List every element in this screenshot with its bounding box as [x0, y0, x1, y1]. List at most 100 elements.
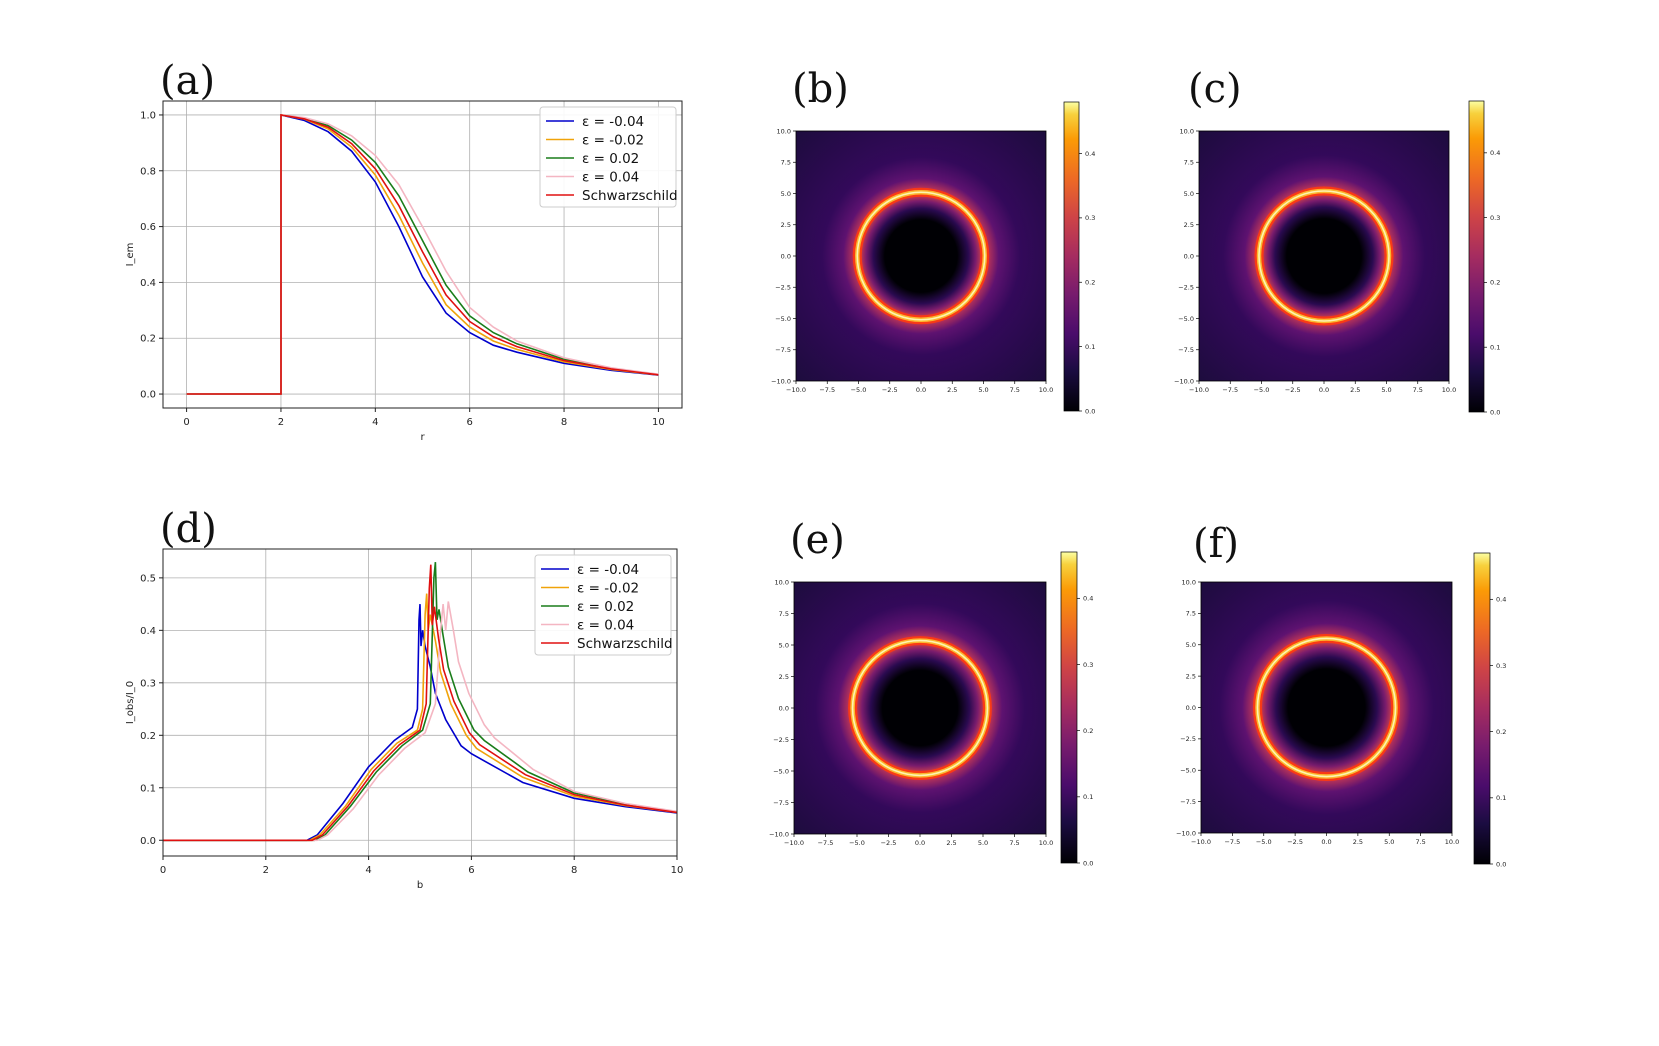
map-x-tick-label-1: −7.5 — [819, 386, 835, 394]
map-y-tick-label-5: −2.5 — [1178, 284, 1194, 292]
x-tick-label-3: 6 — [468, 865, 474, 876]
legend-label-1: ε = -0.02 — [577, 581, 639, 597]
map-x-tick-label-2: −5.0 — [849, 839, 865, 847]
x-tick-label-3: 6 — [466, 417, 472, 428]
map-x-tick-label-8: 10.0 — [1442, 386, 1456, 394]
map-y-tick-label-5: −2.5 — [775, 284, 791, 292]
map-x-tick-label-2: −5.0 — [851, 386, 867, 394]
y-tick-label-1: 0.1 — [140, 783, 156, 794]
heatmap-background — [796, 131, 1046, 381]
map-x-tick-label-8: 10.0 — [1039, 386, 1053, 394]
map-y-tick-label-6: −5.0 — [773, 767, 789, 775]
map-y-tick-label-1: 7.5 — [1186, 610, 1196, 618]
y-axis-label: I_em — [125, 243, 136, 267]
map-x-tick-label-3: −2.5 — [1285, 386, 1301, 394]
colorbar-tick-label-4: 0.0 — [1496, 860, 1506, 868]
series-line-2 — [163, 562, 678, 842]
map-y-tick-label-0: 10.0 — [1182, 578, 1196, 586]
colorbar: 0.4 0.3 0.2 0.1 0.0 — [1063, 101, 1095, 415]
map-x-tick-label-1: −7.5 — [818, 839, 834, 847]
series-line-4 — [163, 564, 678, 842]
legend-label-4: Schwarzschild — [577, 636, 673, 652]
map-y-tick-label-7: −7.5 — [1180, 798, 1196, 806]
map-x-tick-label-4: 0.0 — [1321, 838, 1331, 846]
legend-label-0: ε = -0.04 — [577, 562, 639, 578]
map-x-tick-label-0: −10.0 — [784, 839, 804, 847]
map-x-tick-label-7: 7.5 — [1413, 386, 1423, 394]
colorbar: 0.4 0.3 0.2 0.1 0.0 — [1468, 100, 1500, 416]
map-x-tick-label-7: 7.5 — [1415, 838, 1425, 846]
map-y-tick-label-8: −10.0 — [1174, 377, 1194, 385]
y-tick-label-4: 0.4 — [140, 626, 156, 637]
plot-d: 0 2 4 6 8 10 0.0 0.1 0.2 0.3 0.4 0.5 b I_obs/I_0 ε = -… — [125, 548, 683, 891]
panel-f: (f) −10.0 −7.5 −5.0 −2.5 0.0 2.5 5.0 7.5 10.0 10.… — [1176, 521, 1506, 868]
legend-label-0: ε = -0.04 — [582, 114, 644, 130]
map-y-tick-label-8: −10.0 — [771, 377, 791, 385]
heatmap-background — [1199, 131, 1449, 381]
map-x-tick-label-2: −5.0 — [1256, 838, 1272, 846]
map-x-tick-label-3: −2.5 — [881, 839, 897, 847]
x-tick-label-1: 2 — [263, 865, 269, 876]
map-x-tick-label-0: −10.0 — [1189, 386, 1209, 394]
legend-box — [539, 106, 677, 208]
panel-label-d: (d) — [160, 506, 217, 552]
map-x-tick-label-3: −2.5 — [882, 386, 898, 394]
colorbar-tick-label-3: 0.1 — [1490, 344, 1500, 352]
y-tick-label-5: 1.0 — [140, 110, 156, 121]
panel-c: (c) −10.0 −7.5 −5.0 −2.5 0.0 2.5 5.0 7.5 10.0 10.… — [1174, 66, 1500, 416]
map-y-tick-label-6: −5.0 — [1180, 767, 1196, 775]
panel-b: (b) −10.0 −7.5 −5.0 −2.5 0.0 2.5 5.0 7.5 10.0 10.… — [771, 66, 1095, 415]
map-x-tick-label-4: 0.0 — [915, 839, 925, 847]
heatmap-c: −10.0 −7.5 −5.0 −2.5 0.0 2.5 5.0 7.5 10.0 10.0 7.5… — [1174, 100, 1500, 416]
panel-label-f: (f) — [1193, 521, 1239, 567]
map-x-tick-label-5: 2.5 — [946, 839, 956, 847]
map-y-tick-label-3: 2.5 — [1184, 221, 1194, 229]
map-x-tick-label-4: 0.0 — [916, 386, 926, 394]
panel-d: (d) 0 2 4 6 8 10 0.0 0.1 0.2 0.3 0.4 0.5 b I_obs/I_0 ε… — [125, 506, 683, 891]
map-y-tick-label-7: −7.5 — [775, 346, 791, 354]
map-x-tick-label-8: 10.0 — [1039, 839, 1053, 847]
map-y-tick-label-8: −10.0 — [1176, 829, 1196, 837]
map-y-tick-label-1: 7.5 — [781, 159, 791, 167]
photon-ring-core — [856, 191, 986, 321]
map-y-tick-label-1: 7.5 — [779, 610, 789, 618]
panel-a: (a) 0 2 4 6 8 10 0.0 0.2 0.4 0.6 0.8 1.0 r I_em ε = -0… — [125, 58, 683, 443]
y-tick-label-0: 0.0 — [140, 390, 156, 401]
legend: ε = -0.04 ε = -0.02 ε = 0.02 ε = 0.04 Schwar… — [539, 106, 678, 208]
x-tick-label-2: 4 — [372, 417, 378, 428]
map-x-tick-label-5: 2.5 — [1353, 838, 1363, 846]
y-axis-label: I_obs/I_0 — [125, 681, 136, 724]
map-y-tick-label-2: 5.0 — [1184, 190, 1194, 198]
map-x-tick-label-6: 5.0 — [1384, 838, 1394, 846]
x-tick-label-4: 8 — [561, 417, 567, 428]
y-tick-label-3: 0.3 — [140, 678, 156, 689]
map-x-tick-label-1: −7.5 — [1224, 838, 1240, 846]
map-x-tick-label-5: 2.5 — [1350, 386, 1360, 394]
y-tick-label-0: 0.0 — [140, 836, 156, 847]
panel-label-e: (e) — [790, 517, 845, 563]
heatmap-image — [796, 131, 1046, 381]
map-y-tick-label-6: −5.0 — [1178, 315, 1194, 323]
map-y-tick-label-6: −5.0 — [775, 315, 791, 323]
panel-label-b: (b) — [792, 66, 849, 112]
axes-frame — [162, 548, 678, 857]
legend-box — [534, 554, 672, 656]
map-x-tick-label-6: 5.0 — [978, 386, 988, 394]
heatmap-e: −10.0 −7.5 −5.0 −2.5 0.0 2.5 5.0 7.5 10.0 10.0 7.5… — [769, 551, 1093, 867]
heatmap-b: −10.0 −7.5 −5.0 −2.5 0.0 2.5 5.0 7.5 10.0 10.0 7.5… — [771, 101, 1095, 415]
series-line-3 — [163, 601, 678, 842]
photon-ring-core — [1256, 637, 1397, 778]
map-x-tick-label-5: 2.5 — [947, 386, 957, 394]
y-tick-label-2: 0.4 — [140, 278, 156, 289]
photon-ring-core — [851, 639, 989, 777]
y-tick-label-4: 0.8 — [140, 166, 156, 177]
colorbar-tick-label-2: 0.2 — [1496, 728, 1506, 736]
map-x-tick-label-3: −2.5 — [1287, 838, 1303, 846]
map-y-tick-label-3: 2.5 — [781, 221, 791, 229]
map-x-tick-label-8: 10.0 — [1445, 838, 1459, 846]
x-axis-label: b — [417, 880, 423, 891]
colorbar-tick-label-0: 0.4 — [1490, 149, 1500, 157]
colorbar-tick-label-2: 0.2 — [1490, 279, 1500, 287]
map-y-tick-label-8: −10.0 — [769, 830, 789, 838]
